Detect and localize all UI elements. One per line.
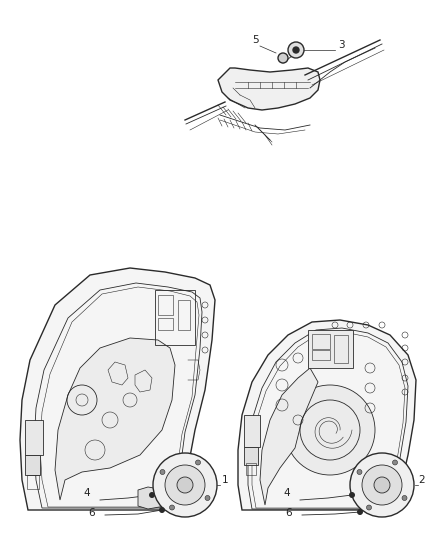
Circle shape [165, 465, 205, 505]
Polygon shape [238, 320, 416, 510]
Bar [312, 350, 330, 360]
Bar [158, 318, 173, 330]
Bar [178, 300, 190, 330]
Polygon shape [55, 338, 175, 500]
Circle shape [205, 496, 210, 500]
Bar [244, 415, 260, 447]
Text: 6: 6 [285, 508, 292, 518]
Circle shape [402, 496, 407, 500]
Circle shape [278, 53, 288, 63]
Text: 3: 3 [338, 40, 345, 50]
Circle shape [293, 47, 299, 53]
Text: 4: 4 [83, 488, 90, 498]
Text: 2: 2 [418, 475, 424, 485]
Bar [334, 335, 348, 363]
Circle shape [170, 505, 174, 510]
Circle shape [350, 453, 414, 517]
Circle shape [288, 42, 304, 58]
Circle shape [362, 465, 402, 505]
Text: 6: 6 [88, 508, 95, 518]
Circle shape [160, 470, 165, 474]
Bar [25, 420, 43, 455]
Text: 4: 4 [283, 488, 290, 498]
Circle shape [159, 507, 165, 513]
Polygon shape [218, 68, 320, 110]
Polygon shape [138, 487, 168, 509]
Polygon shape [260, 368, 318, 505]
Circle shape [153, 453, 217, 517]
Bar [246, 463, 256, 475]
Circle shape [357, 470, 362, 474]
Text: 5: 5 [252, 35, 258, 45]
Circle shape [285, 385, 375, 475]
Circle shape [374, 477, 390, 493]
Text: 1: 1 [222, 475, 229, 485]
Bar [308, 330, 353, 368]
Bar [27, 475, 39, 489]
Bar [158, 295, 173, 315]
Circle shape [367, 505, 371, 510]
Circle shape [149, 492, 155, 498]
Circle shape [392, 460, 398, 465]
Circle shape [195, 460, 201, 465]
Polygon shape [20, 268, 215, 510]
Bar [25, 455, 40, 475]
Bar [155, 290, 195, 345]
Circle shape [357, 509, 363, 515]
Circle shape [177, 477, 193, 493]
Bar [312, 334, 330, 349]
Circle shape [349, 492, 355, 498]
Bar [244, 447, 258, 465]
